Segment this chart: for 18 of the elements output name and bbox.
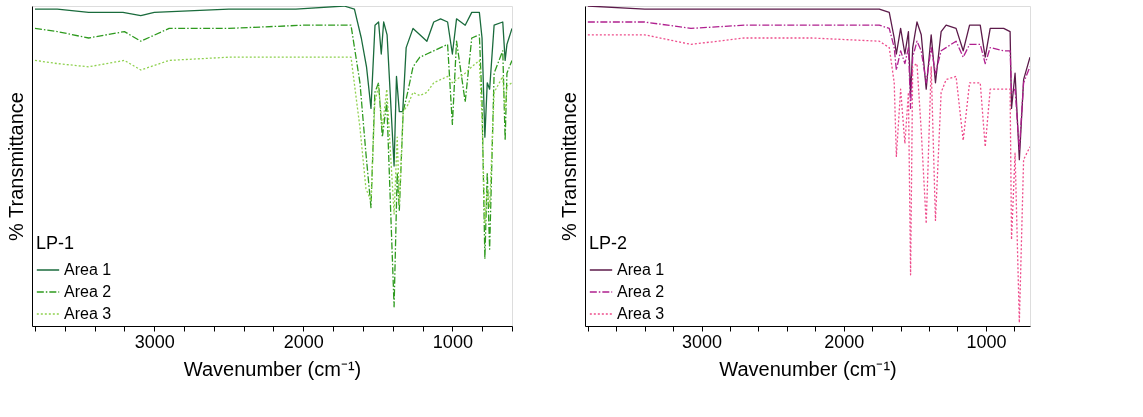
y-axis-title: % Transmittance [557, 92, 580, 241]
legend-label: Area 2 [64, 283, 112, 300]
x-axis-title: Wavenumber (cm⁻¹) [719, 357, 897, 380]
legend-label: Area 1 [617, 261, 665, 278]
x-tick-label: 1000 [966, 331, 1007, 352]
legend-label: Area 2 [617, 283, 665, 300]
x-tick-label: 2000 [824, 331, 865, 352]
legend-label: Area 3 [617, 305, 665, 322]
legend-title: LP-1 [36, 233, 75, 253]
x-axis-title: Wavenumber (cm⁻¹) [183, 357, 362, 380]
x-tick-label: 2000 [283, 331, 324, 352]
legend-label: Area 3 [64, 305, 112, 322]
y-axis-title: % Transmittance [4, 92, 27, 241]
legend-label: Area 1 [64, 261, 112, 278]
x-tick-label: 3000 [682, 331, 723, 352]
x-tick-label: 3000 [134, 331, 175, 352]
x-tick-label: 1000 [432, 331, 473, 352]
legend-title: LP-2 [589, 233, 628, 253]
